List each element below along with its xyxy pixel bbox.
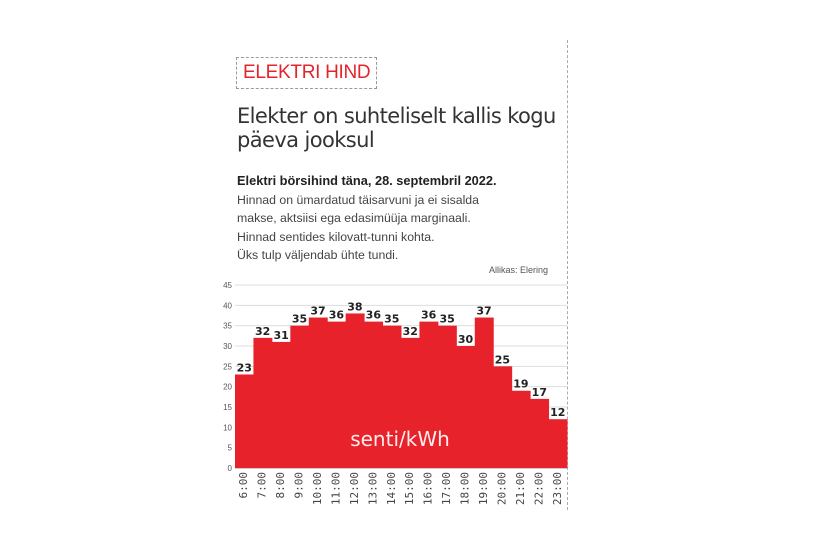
description-line: Üks tulp väljendab ühte tundi.	[237, 248, 399, 262]
value-label: 36	[366, 309, 382, 322]
x-tick-label: 23:00	[551, 472, 564, 505]
bar-15:00	[401, 337, 420, 468]
bar-21:00	[511, 390, 531, 468]
value-label: 35	[384, 313, 399, 326]
y-tick-label: 0	[228, 464, 233, 473]
source-note: Allikas: Elering	[488, 265, 548, 275]
x-tick-label: 10:00	[311, 472, 324, 505]
value-label: 35	[439, 313, 454, 326]
value-label: 37	[310, 305, 325, 318]
y-tick-label: 35	[223, 322, 232, 331]
value-label: 30	[458, 333, 474, 346]
y-tick-label: 20	[223, 383, 232, 392]
x-tick-label: 19:00	[477, 472, 490, 505]
x-tick-label: 9:00	[293, 472, 306, 499]
value-label: 35	[292, 313, 307, 326]
value-label: 32	[255, 325, 270, 338]
description-line: Hinnad sentides kilovatt-tunni kohta.	[237, 229, 435, 244]
x-tick-label: 12:00	[348, 472, 361, 505]
value-label: 25	[495, 353, 510, 366]
column-divider	[567, 40, 568, 510]
value-label: 17	[532, 386, 547, 399]
x-tick-label: 15:00	[403, 472, 416, 505]
y-tick-label: 5	[228, 444, 233, 453]
y-tick-label: 30	[223, 342, 232, 351]
y-tick-label: 15	[223, 403, 232, 412]
description-line: makse, aktsiisi ega edasimüüja marginaal…	[237, 211, 471, 225]
x-tick-label: 14:00	[385, 472, 398, 505]
bar-18:00	[456, 346, 476, 468]
bar-6:00	[235, 374, 254, 468]
value-label: 23	[237, 361, 252, 374]
bar-17:00	[437, 325, 457, 468]
kicker-label: ELEKTRI HIND	[236, 57, 378, 89]
x-tick-label: 18:00	[459, 472, 472, 505]
y-tick-label: 45	[223, 281, 232, 290]
x-tick-label: 20:00	[495, 472, 508, 505]
bar-20:00	[493, 366, 513, 468]
value-label: 36	[329, 309, 345, 322]
x-tick-label: 16:00	[422, 472, 435, 505]
bar-23:00	[548, 419, 568, 468]
y-tick-label: 40	[223, 301, 232, 310]
unit-label: senti/kWh	[350, 427, 450, 451]
value-label: 31	[273, 329, 288, 342]
value-label: 19	[513, 378, 528, 391]
bar-12:00	[345, 313, 365, 468]
bar-13:00	[364, 321, 384, 468]
bar-14:00	[382, 325, 402, 468]
x-tick-label: 22:00	[532, 472, 545, 505]
bar-11:00	[327, 321, 347, 468]
y-tick-label: 25	[223, 362, 232, 371]
x-tick-label: 8:00	[274, 472, 287, 499]
x-tick-label: 13:00	[366, 472, 379, 505]
value-label: 38	[347, 300, 362, 313]
subtitle-bold: Elektri börsihind täna, 28. septembril 2…	[237, 173, 497, 188]
headline: Elekter on suhteliselt kallis kogu päeva…	[237, 104, 556, 152]
x-tick-label: 7:00	[256, 472, 269, 499]
y-tick-label: 10	[223, 423, 232, 432]
bar-10:00	[308, 317, 328, 468]
bar-7:00	[253, 337, 273, 468]
bar-16:00	[419, 321, 439, 468]
value-label: 37	[476, 305, 491, 318]
x-tick-label: 17:00	[440, 472, 453, 505]
x-tick-label: 11:00	[329, 472, 342, 505]
value-label: 32	[403, 325, 418, 338]
bar-9:00	[290, 325, 310, 468]
x-tick-label: 21:00	[514, 472, 527, 505]
description: Elektri börsihind täna, 28. septembril 2…	[237, 172, 567, 265]
x-tick-label: 6:00	[237, 472, 250, 499]
bar-22:00	[530, 398, 550, 468]
bar-8:00	[271, 341, 291, 468]
bar-19:00	[474, 317, 494, 468]
value-label: 36	[421, 309, 437, 322]
value-label: 12	[550, 406, 565, 419]
description-line: Hinnad on ümardatud täisarvuni ja ei sis…	[237, 192, 479, 207]
